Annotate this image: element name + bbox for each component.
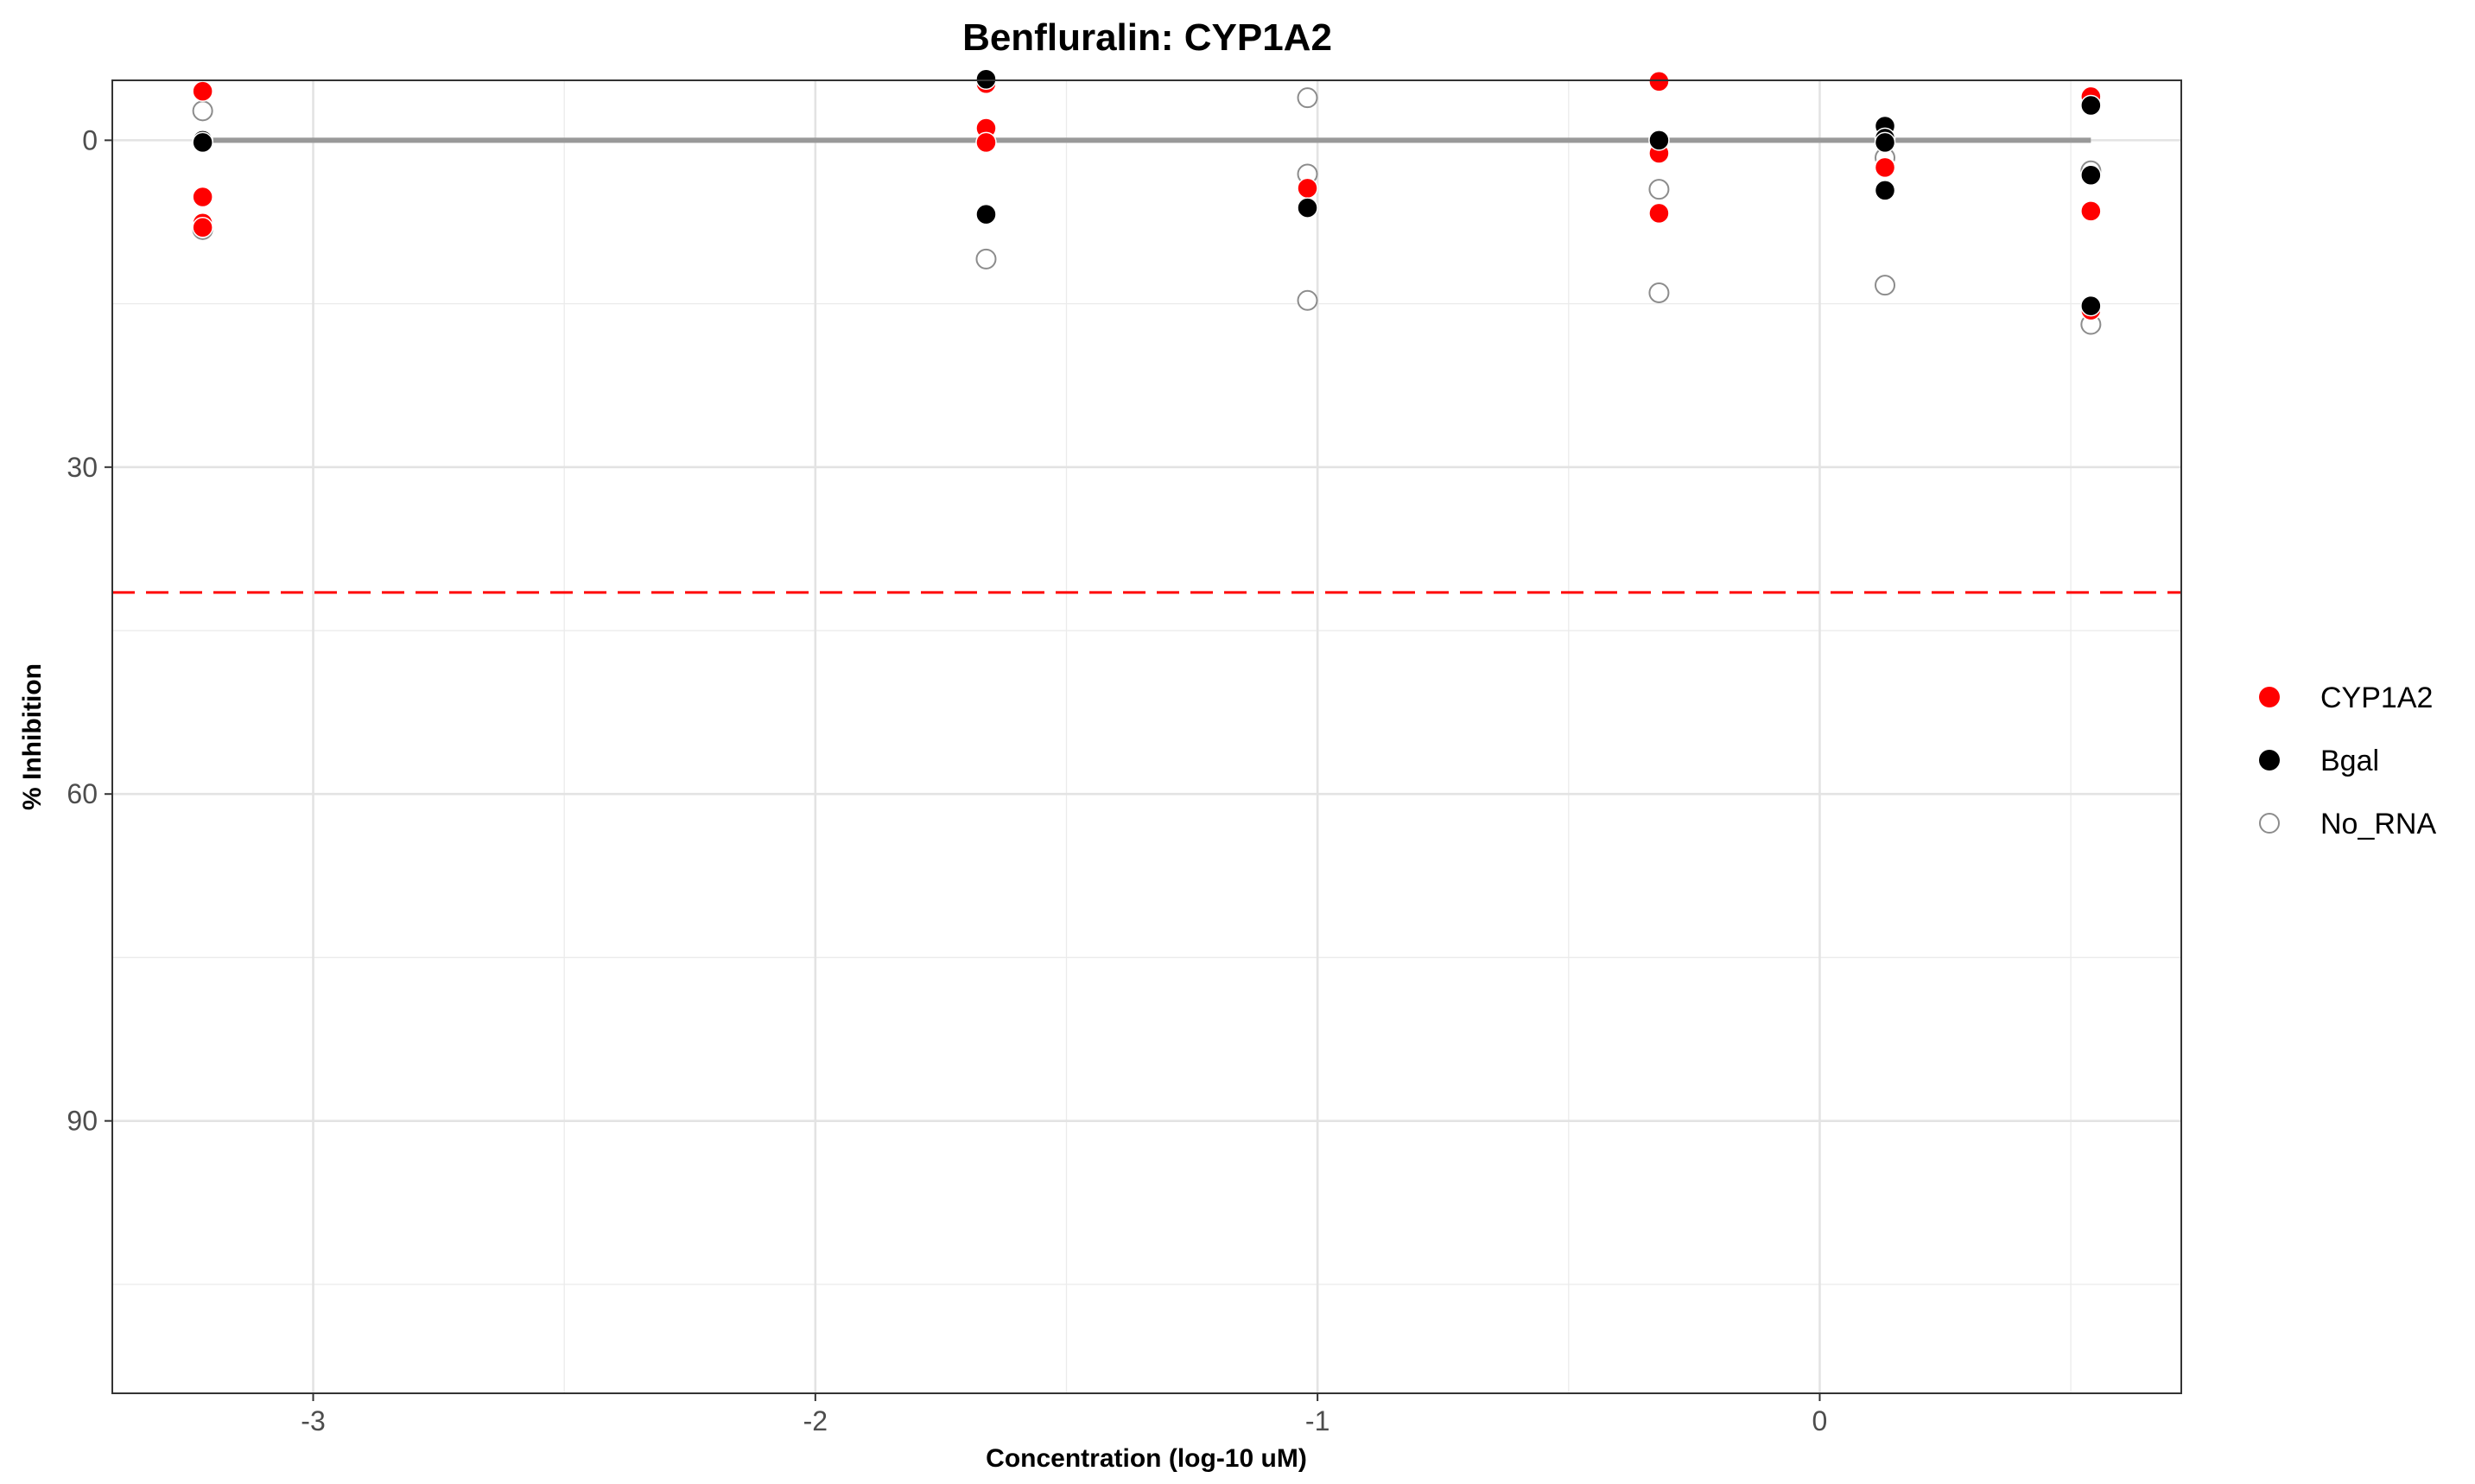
data-point-no-rna	[192, 100, 213, 122]
grid-major	[112, 80, 2181, 1393]
data-point-bgal	[1297, 197, 1318, 219]
x-tick-label: -1	[1305, 1405, 1330, 1436]
plot-border	[111, 79, 2182, 1394]
data-point-cyp1a2	[192, 80, 213, 102]
x-axis-title: Concentration (log-10 uM)	[986, 1444, 1307, 1473]
legend-key-bgal	[2259, 750, 2280, 771]
x-tick-label: -2	[803, 1405, 828, 1436]
legend-label: Bgal	[2320, 745, 2379, 777]
data-point-no-rna	[1297, 87, 1318, 109]
data-point-no-rna	[1875, 275, 1896, 296]
data-point-cyp1a2	[1874, 156, 1896, 179]
data-point-bgal	[975, 68, 997, 90]
data-point-bgal	[1874, 180, 1896, 201]
data-point-cyp1a2	[1297, 177, 1318, 200]
legend-key-no-rna	[2259, 813, 2280, 834]
data-point-cyp1a2	[192, 186, 213, 208]
data-point-bgal	[1648, 130, 1670, 151]
chart-title: Benfluralin: CYP1A2	[962, 16, 1332, 59]
grid-minor	[112, 80, 2181, 1393]
data-point-cyp1a2	[1648, 202, 1670, 225]
y-tick-label: 0	[82, 124, 98, 155]
legend-label: No_RNA	[2320, 808, 2436, 840]
y-tick-label: 30	[67, 452, 98, 483]
data-point-cyp1a2	[975, 131, 997, 154]
data-point-cyp1a2	[2080, 200, 2102, 222]
data-point-bgal	[2080, 164, 2102, 186]
y-tick-label: 90	[67, 1106, 98, 1137]
y-axis-title: % Inhibition	[18, 663, 47, 810]
legend-label: CYP1A2	[2320, 682, 2433, 714]
data-point-no-rna	[1648, 282, 1670, 303]
data-points	[192, 68, 2102, 335]
data-point-cyp1a2	[192, 217, 213, 238]
data-point-no-rna	[1297, 289, 1318, 311]
data-point-no-rna	[975, 248, 997, 270]
x-tick-label: -3	[301, 1405, 325, 1436]
data-point-bgal	[975, 203, 997, 225]
legend: CYP1A2 Bgal No_RNA	[2259, 682, 2436, 840]
data-point-bgal	[2080, 94, 2102, 117]
data-point-cyp1a2	[1648, 71, 1670, 92]
data-point-bgal	[2080, 295, 2102, 317]
y-axis: 0 30 60 90	[67, 124, 112, 1137]
plot-panel	[112, 80, 2181, 1393]
x-axis: -3 -2 -1 0	[301, 1393, 1827, 1436]
data-point-bgal	[1874, 131, 1896, 154]
x-tick-label: 0	[1812, 1405, 1828, 1436]
legend-key-cyp1a2	[2259, 687, 2280, 707]
y-tick-label: 60	[67, 778, 98, 809]
data-point-bgal	[192, 131, 213, 154]
data-point-no-rna	[1648, 179, 1670, 200]
